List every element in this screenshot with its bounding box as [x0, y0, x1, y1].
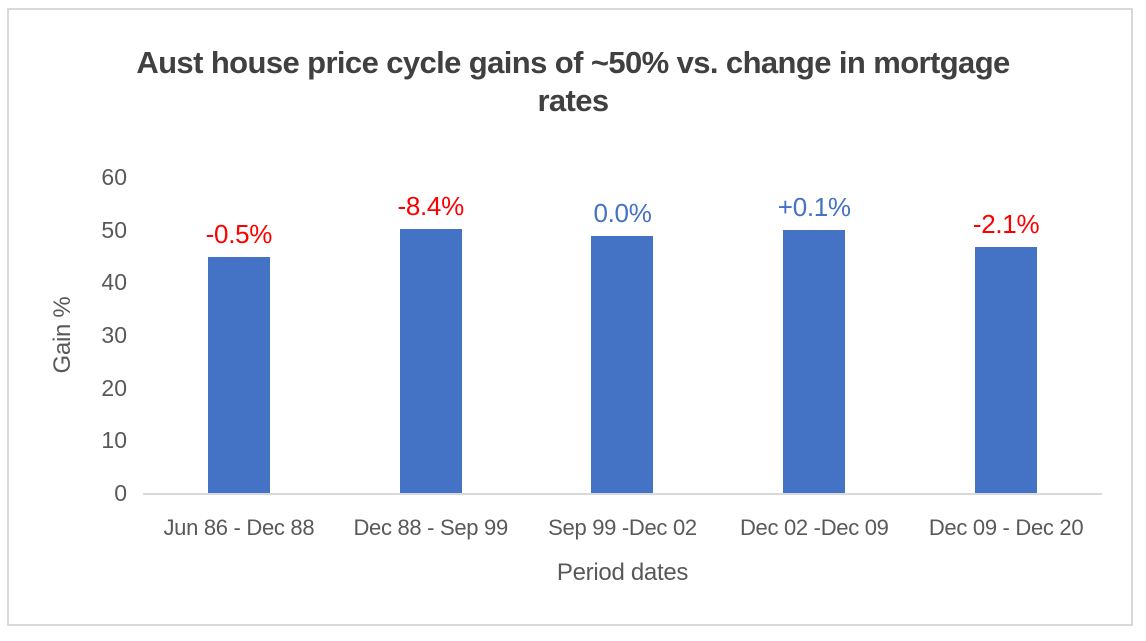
bar	[975, 247, 1038, 493]
x-axis-labels: Jun 86 - Dec 88 Dec 88 - Sep 99 Sep 99 -De…	[143, 514, 1102, 541]
category-slot: -2.1%	[910, 177, 1102, 493]
bar	[399, 228, 462, 493]
bar	[783, 229, 846, 493]
x-category-label: Jun 86 - Dec 88	[163, 515, 315, 540]
x-category-label: Dec 09 - Dec 20	[928, 515, 1084, 540]
x-category-label: Dec 88 - Sep 99	[353, 515, 508, 540]
x-axis-title: Period dates	[556, 559, 689, 586]
bar-data-label: +0.1%	[777, 191, 851, 222]
plot-area: -0.5% -8.4% 0.0% +0.1% -2.1%	[143, 177, 1102, 495]
bar	[207, 257, 270, 493]
y-axis-ticks: 0 10 20 30 40 50 60	[52, 164, 127, 506]
y-tick-label: 40	[101, 269, 127, 296]
category-slot: +0.1%	[718, 177, 910, 493]
bar-data-label: 0.0%	[593, 197, 652, 228]
y-tick-label: 60	[101, 164, 127, 190]
y-tick-label: 10	[101, 427, 127, 454]
chart-title-line-1: Aust house price cycle gains of ~50% vs.…	[136, 45, 1010, 80]
x-category-label: Dec 02 -Dec 09	[739, 515, 889, 540]
chart-title-line-2: rates	[537, 83, 609, 118]
bar-data-label: -2.1%	[972, 209, 1040, 239]
y-tick-label: 30	[101, 322, 127, 348]
bar-data-label: -8.4%	[397, 190, 464, 221]
x-category-label: Sep 99 -Dec 02	[548, 515, 697, 540]
y-tick-label: 20	[101, 374, 127, 401]
chart-border	[7, 8, 1133, 626]
category-slot: -8.4%	[335, 177, 527, 493]
chart-title: Aust house price cycle gains of ~50% vs.…	[73, 44, 1073, 120]
y-tick-label: 50	[101, 216, 127, 243]
category-slot: 0.0%	[527, 177, 719, 493]
category-slot: -0.5%	[143, 177, 335, 493]
bar-data-label: -0.5%	[205, 219, 273, 250]
bar	[591, 235, 654, 493]
y-tick-label: 0	[114, 480, 127, 506]
